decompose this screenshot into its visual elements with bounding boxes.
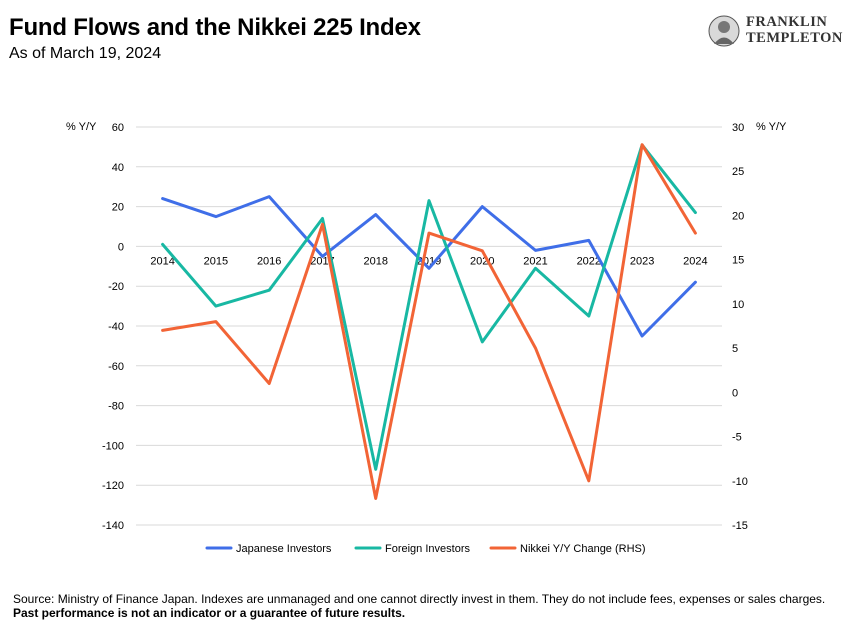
left-tick-label: -60: [108, 361, 124, 373]
x-tick-label: 2022: [577, 255, 601, 267]
legend-label: Japanese Investors: [236, 543, 332, 555]
left-tick-label: 40: [112, 162, 124, 174]
logo-line1: FRANKLIN: [746, 14, 828, 30]
left-tick-label: -100: [102, 440, 124, 452]
legend: Japanese Investors Foreign Investors Nikke…: [205, 543, 646, 555]
right-tick-label: 25: [732, 166, 744, 178]
left-tick-label: 60: [112, 122, 124, 134]
series-line-2: [161, 143, 697, 500]
right-tick-label: 30: [732, 122, 744, 134]
right-axis-label: % Y/Y: [756, 121, 787, 133]
right-tick-label: -5: [732, 432, 742, 444]
x-tick-label: 2015: [204, 255, 228, 267]
footnote-text: Source: Ministry of Finance Japan. Index…: [13, 592, 826, 606]
chart-title: Fund Flows and the Nikkei 225 Index: [9, 14, 421, 41]
series-line-0: [161, 195, 697, 338]
chart-subtitle: As of March 19, 2024: [9, 45, 162, 62]
right-tick-label: -15: [732, 520, 748, 532]
right-tick-label: 0: [732, 387, 738, 399]
logo-line2: TEMPLETON: [746, 30, 843, 46]
legend-label: Foreign Investors: [385, 543, 470, 555]
right-tick-label: 20: [732, 210, 744, 222]
left-tick-label: -20: [108, 281, 124, 293]
right-tick-label: 5: [732, 343, 738, 355]
series-line-1: [161, 143, 697, 471]
x-tick-label: 2021: [523, 255, 547, 267]
right-tick-label: 10: [732, 299, 744, 311]
franklin-templeton-logo: FRANKLIN TEMPLETON: [706, 14, 848, 48]
right-tick-label: 15: [732, 255, 744, 267]
left-tick-label: -140: [102, 520, 124, 532]
source-footnote: Source: Ministry of Finance Japan. Index…: [13, 592, 833, 620]
left-axis-label: % Y/Y: [66, 121, 97, 133]
right-tick-label: -10: [732, 476, 748, 488]
x-axis: 2014 2015 2016 2017 2018 2019 2020 2021 2022 2023…: [150, 255, 707, 267]
x-tick-label: 2014: [150, 255, 174, 267]
footnote-disclaimer: Past performance is not an indicator or …: [13, 606, 406, 620]
franklin-portrait-seal-icon: [708, 15, 740, 47]
series-lines: [161, 143, 697, 500]
x-tick-label: 2023: [630, 255, 654, 267]
left-tick-label: 0: [118, 241, 124, 253]
legend-label: Nikkei Y/Y Change (RHS): [520, 543, 646, 555]
right-axis: 30 25 20 15 10 5 0 -5 -10 -15: [732, 122, 748, 532]
left-tick-label: -80: [108, 401, 124, 413]
x-tick-label: 2018: [363, 255, 387, 267]
left-tick-label: -120: [102, 480, 124, 492]
x-tick-label: 2024: [683, 255, 707, 267]
left-tick-label: 20: [112, 202, 124, 214]
x-tick-label: 2016: [257, 255, 281, 267]
left-axis: 60 40 20 0 -20 -40 -60 -80 -100 -120 -140: [102, 122, 124, 532]
left-tick-label: -40: [108, 321, 124, 333]
